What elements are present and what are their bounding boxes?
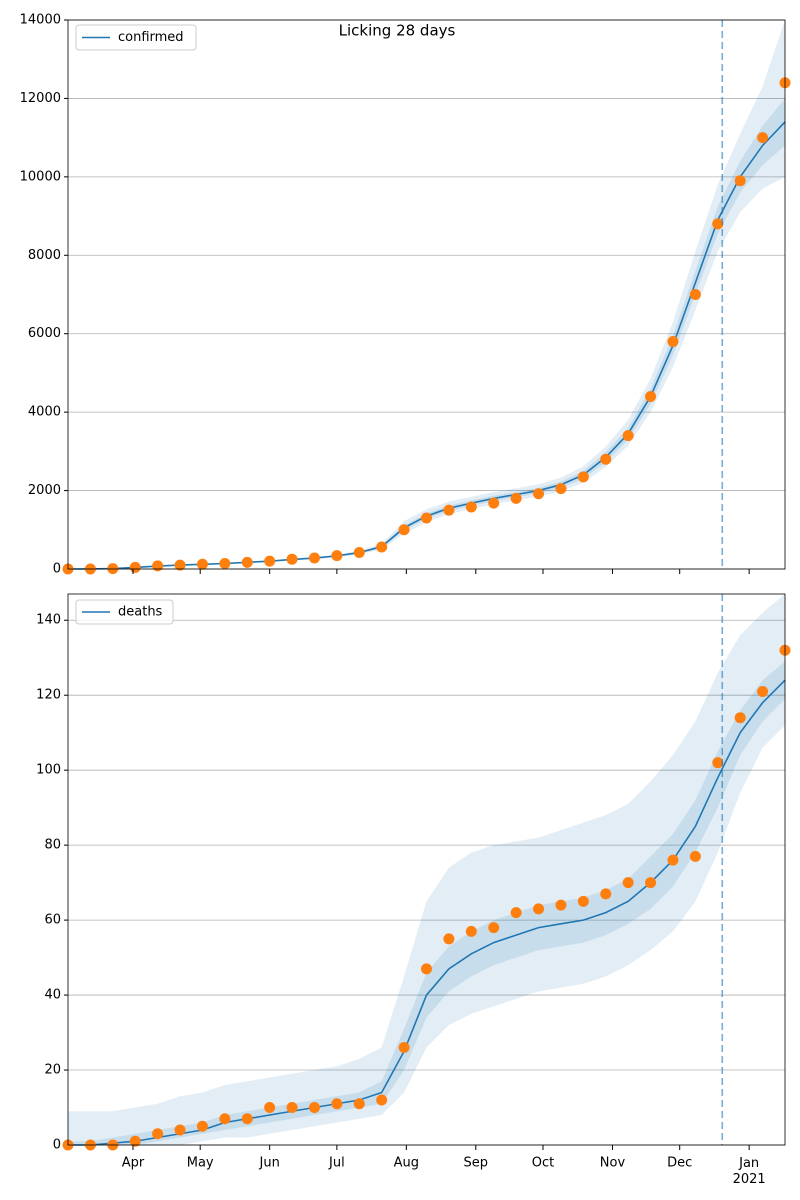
- point: [488, 922, 500, 934]
- point: [757, 132, 769, 144]
- x-tick-label: Oct: [532, 1156, 554, 1171]
- point: [152, 560, 164, 572]
- point: [331, 1098, 343, 1110]
- point: [645, 877, 657, 889]
- x-tick-label: Aug: [394, 1156, 419, 1171]
- point: [353, 1098, 365, 1110]
- point: [622, 877, 634, 889]
- y-tick-label: 140: [36, 613, 61, 628]
- y-tick-label: 120: [36, 688, 61, 703]
- point: [398, 1042, 410, 1054]
- y-tick-label: 14000: [20, 13, 61, 28]
- point: [308, 552, 320, 564]
- x-tick-label-line: 2021: [733, 1172, 766, 1187]
- point: [174, 559, 186, 571]
- point: [219, 1113, 231, 1125]
- x-tick-label: Apr: [122, 1156, 145, 1171]
- point: [533, 488, 545, 500]
- band: [68, 594, 785, 1145]
- legend-label: deaths: [118, 605, 163, 620]
- point: [129, 1135, 141, 1147]
- point: [622, 430, 634, 442]
- point: [421, 963, 432, 975]
- point: [645, 390, 657, 402]
- point: [712, 757, 724, 769]
- point: [734, 712, 746, 724]
- point: [667, 854, 679, 866]
- x-tick-label: Jul: [328, 1156, 345, 1171]
- point: [465, 925, 477, 937]
- x-tick-label: Sep: [464, 1156, 489, 1171]
- point: [286, 553, 298, 565]
- plot-frame: [67, 593, 786, 1146]
- x-tick-label: May: [187, 1156, 214, 1171]
- y-tick-label: 8000: [28, 248, 61, 263]
- point: [264, 555, 276, 567]
- x-tick-label: Nov: [600, 1156, 626, 1171]
- point: [488, 497, 500, 509]
- y-tick-label: 40: [44, 988, 61, 1003]
- legend-box: [75, 24, 197, 51]
- point: [667, 336, 679, 348]
- point: [757, 685, 769, 697]
- point: [264, 1102, 276, 1114]
- y-tick-label: 0: [53, 562, 61, 577]
- point: [689, 850, 701, 862]
- point: [577, 895, 589, 907]
- x-tick-label: Dec: [667, 1156, 692, 1171]
- y-tick-label: 60: [44, 913, 61, 928]
- point: [196, 558, 208, 570]
- y-tick-label: 20: [44, 1063, 61, 1078]
- point: [376, 541, 388, 553]
- point: [421, 512, 432, 524]
- point: [600, 888, 612, 900]
- point: [577, 471, 589, 483]
- point: [689, 289, 701, 300]
- y-tick-label: 80: [44, 838, 61, 853]
- y-tick-label: 100: [36, 763, 61, 778]
- point: [600, 453, 612, 465]
- point: [712, 218, 724, 230]
- point: [533, 903, 545, 915]
- point: [196, 1120, 208, 1132]
- point: [555, 483, 567, 495]
- y-tick-label: 12000: [20, 91, 61, 106]
- point: [555, 899, 567, 911]
- point: [152, 1128, 164, 1140]
- legend-label: confirmed: [118, 30, 184, 45]
- plot-frame: [67, 19, 786, 570]
- chart-title: Licking 28 days: [339, 22, 456, 40]
- y-tick-label: 0: [53, 1138, 61, 1153]
- x-tick-label: Jun: [259, 1156, 280, 1171]
- point: [129, 561, 141, 573]
- point: [376, 1094, 388, 1106]
- y-tick-label: 10000: [20, 169, 61, 184]
- point: [510, 492, 522, 504]
- x-tick-label: Jan 2021: [733, 1156, 766, 1187]
- point: [286, 1102, 298, 1114]
- point: [734, 175, 746, 187]
- line: [68, 679, 786, 1146]
- point: [510, 907, 522, 919]
- y-tick-label: 2000: [28, 483, 61, 498]
- point: [398, 524, 410, 536]
- point: [331, 550, 343, 562]
- point: [174, 1124, 186, 1136]
- point: [353, 547, 365, 559]
- point: [219, 558, 231, 570]
- point: [465, 501, 477, 513]
- point: [241, 1113, 253, 1125]
- band: [68, 20, 785, 569]
- point: [443, 504, 455, 516]
- y-tick-label: 6000: [28, 326, 61, 341]
- y-tick-label: 4000: [28, 405, 61, 420]
- point: [241, 556, 253, 568]
- legend-box: [75, 599, 174, 625]
- x-tick-label-line: Jan: [738, 1156, 759, 1171]
- band: [68, 661, 785, 1145]
- point: [443, 933, 455, 945]
- point: [308, 1102, 320, 1114]
